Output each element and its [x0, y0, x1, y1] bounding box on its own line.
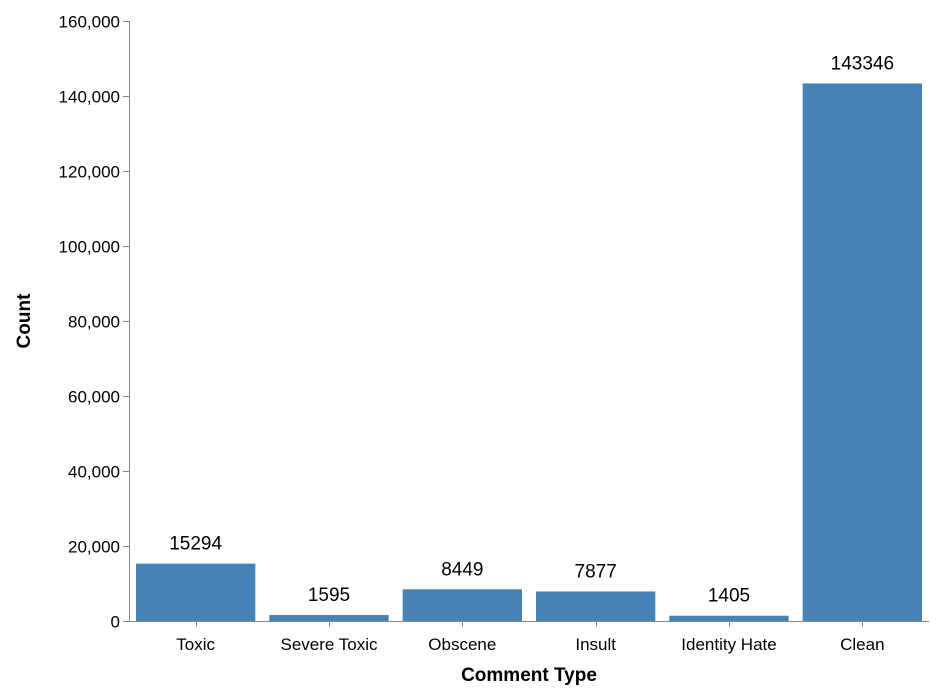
x-tick-label: Clean	[840, 635, 884, 654]
bar	[136, 563, 256, 621]
bar-value-label: 7877	[575, 561, 617, 582]
value-labels-group: 15294 1595 8449 7877 1405 143346	[169, 53, 894, 606]
bar-value-label: 1595	[308, 585, 350, 606]
y-tick-label: 0	[111, 613, 120, 632]
y-tick-label: 20,000	[68, 538, 120, 557]
bar	[269, 615, 389, 621]
bar-value-label: 15294	[169, 534, 222, 555]
y-axis: 0 20,000 40,000 60,000 80,000 100,000 120,000 1…	[59, 13, 130, 632]
y-tick-label: 100,000	[59, 238, 120, 257]
bar	[402, 589, 522, 621]
bar	[802, 83, 922, 621]
y-tick-label: 160,000	[59, 13, 120, 32]
y-tick-label: 120,000	[59, 163, 120, 182]
bar-value-label: 143346	[831, 53, 894, 74]
x-tick-label: Insult	[575, 635, 616, 654]
y-tick-label: 60,000	[68, 388, 120, 407]
bars-group	[136, 83, 922, 621]
y-tick-label: 40,000	[68, 463, 120, 482]
x-tick-label: Toxic	[176, 635, 215, 654]
y-axis-title: Count	[14, 293, 35, 349]
y-tick-label: 140,000	[59, 88, 120, 107]
x-tick-label: Obscene	[428, 635, 496, 654]
bar-value-label: 1405	[708, 586, 750, 607]
x-axis-title: Comment Type	[461, 665, 597, 686]
x-axis: Toxic Severe Toxic Obscene Insult Identity H…	[129, 621, 929, 654]
bar	[536, 591, 656, 621]
y-tick-label: 80,000	[68, 313, 120, 332]
bar	[669, 615, 789, 621]
bar-value-label: 8449	[441, 559, 483, 580]
x-tick-label: Severe Toxic	[280, 635, 378, 654]
x-tick-label: Identity Hate	[681, 635, 776, 654]
